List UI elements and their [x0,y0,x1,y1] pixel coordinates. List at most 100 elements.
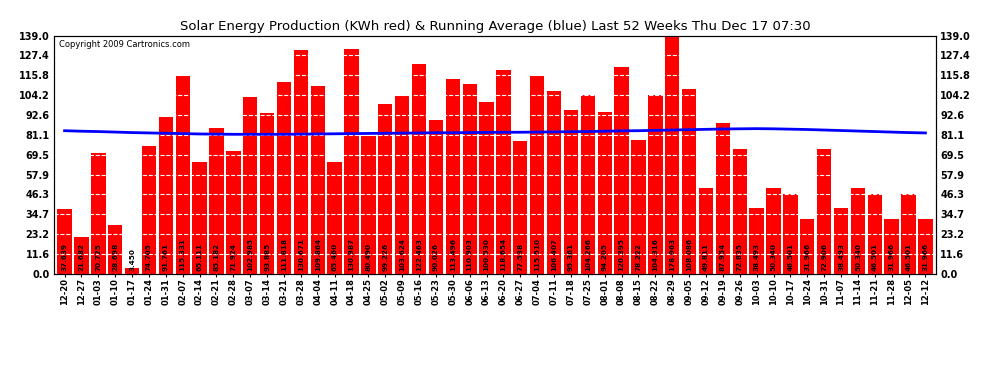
Text: 28.698: 28.698 [112,243,118,271]
Text: 111.818: 111.818 [281,238,287,271]
Text: 94.205: 94.205 [602,243,608,271]
Bar [682,88,696,274]
Bar [513,141,528,274]
Text: 31.966: 31.966 [804,243,810,271]
Bar [361,136,375,274]
Bar [57,209,71,274]
Text: 104.316: 104.316 [652,238,658,271]
Text: Copyright 2009 Cartronics.com: Copyright 2009 Cartronics.com [58,40,190,50]
Bar [850,188,865,274]
Text: 38.493: 38.493 [753,243,759,271]
Text: 110.903: 110.903 [466,238,472,271]
Bar [546,92,561,274]
Bar [665,0,679,274]
Bar [496,70,511,274]
Bar [108,225,123,274]
Text: 3.450: 3.450 [129,248,135,271]
Bar [311,86,325,274]
Text: 122.463: 122.463 [416,238,422,271]
Text: 120.395: 120.395 [619,238,625,271]
Text: 90.026: 90.026 [433,243,439,271]
Bar [226,150,241,274]
Bar [175,76,190,274]
Bar [749,208,764,274]
Text: 77.538: 77.538 [518,243,524,271]
Bar [783,194,798,274]
Text: 100.530: 100.530 [483,238,490,271]
Bar [615,68,629,274]
Text: 99.226: 99.226 [382,243,388,271]
Bar [412,64,427,274]
Text: 65.111: 65.111 [197,243,203,271]
Text: 78.222: 78.222 [636,243,642,271]
Text: 130.987: 130.987 [348,238,354,271]
Text: 130.671: 130.671 [298,238,304,271]
Text: 103.624: 103.624 [399,238,405,271]
Bar [91,153,106,274]
Text: 74.705: 74.705 [146,243,152,271]
Text: 85.182: 85.182 [214,243,220,271]
Text: 50.340: 50.340 [855,243,861,271]
Text: 70.725: 70.725 [95,243,101,271]
Bar [766,188,781,274]
Bar [817,149,832,274]
Text: 71.924: 71.924 [231,243,237,271]
Text: 50.340: 50.340 [770,243,776,271]
Bar [581,95,595,274]
Bar [244,98,257,274]
Text: 37.639: 37.639 [61,243,67,271]
Bar [260,113,274,274]
Bar [277,82,291,274]
Text: 93.885: 93.885 [264,243,270,271]
Text: 91.761: 91.761 [162,243,169,271]
Text: 113.496: 113.496 [449,238,455,271]
Text: 65.460: 65.460 [332,243,338,271]
Bar [429,120,444,274]
Text: 95.361: 95.361 [568,243,574,271]
Bar [209,128,224,274]
Bar [192,162,207,274]
Bar [884,219,899,274]
Text: 49.811: 49.811 [703,243,709,271]
Bar [632,140,645,274]
Bar [699,188,713,274]
Text: 118.654: 118.654 [500,238,507,271]
Bar [395,96,409,274]
Bar [919,219,933,274]
Title: Solar Energy Production (KWh red) & Running Average (blue) Last 52 Weeks Thu Dec: Solar Energy Production (KWh red) & Runn… [180,20,810,33]
Text: 31.966: 31.966 [923,243,929,271]
Bar [901,194,916,274]
Bar [378,104,392,274]
Text: 38.493: 38.493 [838,243,844,271]
Bar [158,117,173,274]
Text: 104.266: 104.266 [585,238,591,271]
Text: 31.966: 31.966 [889,243,895,271]
Text: 72.906: 72.906 [821,243,828,271]
Bar [834,208,848,274]
Bar [563,110,578,274]
Text: 46.501: 46.501 [787,243,793,271]
Bar [125,268,140,274]
Bar [345,50,358,274]
Bar [479,102,494,274]
Bar [800,219,815,274]
Bar [142,146,156,274]
Text: 108.086: 108.086 [686,238,692,271]
Text: 178.963: 178.963 [669,238,675,271]
Bar [867,194,882,274]
Bar [716,123,730,274]
Text: 87.954: 87.954 [720,243,726,271]
Bar [648,95,662,274]
Text: 46.501: 46.501 [906,243,912,271]
Text: 109.864: 109.864 [315,238,321,271]
Bar [74,237,89,274]
Bar [598,112,612,274]
Bar [294,50,308,274]
Text: 102.985: 102.985 [248,238,253,271]
Bar [530,76,544,274]
Bar [446,80,460,274]
Text: 115.331: 115.331 [180,238,186,271]
Text: 106.407: 106.407 [551,238,557,271]
Bar [462,84,477,274]
Text: 115.510: 115.510 [535,238,541,271]
